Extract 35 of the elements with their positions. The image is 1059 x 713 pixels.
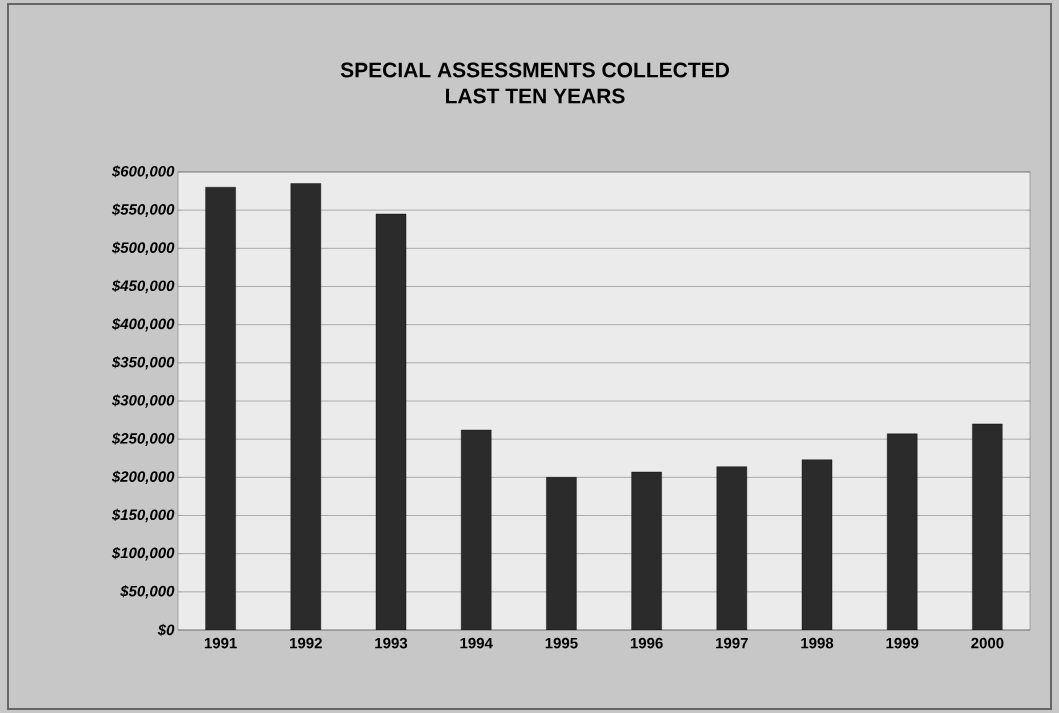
chart-subtitle: LAST TEN YEARS <box>445 88 625 104</box>
x-tick-label: 1998 <box>801 637 834 649</box>
x-tick-label: 1992 <box>290 637 322 649</box>
y-tick-label: $300,000 <box>111 394 175 408</box>
bar <box>205 187 236 630</box>
x-tick-label: 1995 <box>545 637 578 649</box>
x-tick-label: 1994 <box>460 637 493 649</box>
x-tick-label: 1999 <box>886 637 919 649</box>
bar <box>461 429 492 630</box>
y-tick-label: $550,000 <box>111 203 175 217</box>
x-tick-label: 1993 <box>375 637 408 649</box>
bar <box>290 183 322 630</box>
x-tick-label: 2000 <box>971 637 1004 649</box>
bar <box>716 466 748 630</box>
bar <box>972 423 1003 630</box>
x-tick-label: 1996 <box>630 637 663 649</box>
y-tick-label: $100,000 <box>111 546 175 561</box>
bar <box>887 433 918 630</box>
bar <box>801 459 833 630</box>
y-tick-label: $50,000 <box>120 585 175 599</box>
x-tick-label: 1997 <box>716 637 748 649</box>
bar <box>631 471 662 630</box>
y-tick-label: $500,000 <box>111 241 175 256</box>
y-tick-label: $600,000 <box>111 165 175 179</box>
bar <box>546 477 577 630</box>
y-tick-label: $250,000 <box>111 432 175 446</box>
x-tick-label: 1991 <box>204 637 237 649</box>
bar <box>375 213 407 630</box>
y-tick-label: $0 <box>157 623 175 637</box>
y-tick-label: $350,000 <box>111 356 175 370</box>
chart-title: SPECIAL ASSESSMENTS COLLECTED <box>340 62 729 78</box>
y-tick-label: $200,000 <box>111 470 175 485</box>
y-tick-label: $400,000 <box>111 317 175 332</box>
y-tick-label: $150,000 <box>111 508 175 523</box>
y-tick-label: $450,000 <box>111 279 175 294</box>
